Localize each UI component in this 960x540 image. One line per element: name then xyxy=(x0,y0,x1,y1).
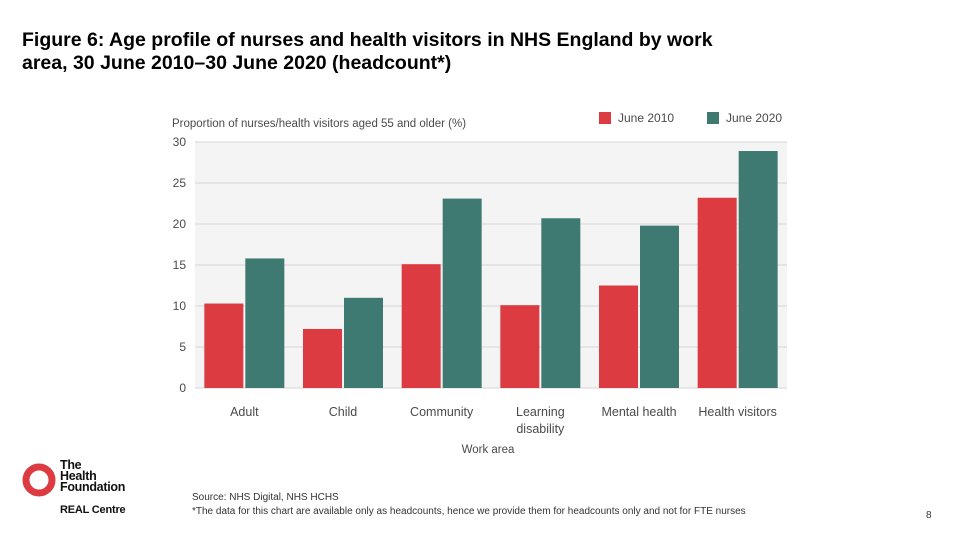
figure-title-line-2: area, 30 June 2010–30 June 2020 (headcou… xyxy=(22,52,452,74)
bars xyxy=(204,151,778,388)
y-axis-label: Proportion of nurses/health visitors age… xyxy=(172,118,466,130)
bar-june-2020-health-visitors xyxy=(738,151,778,388)
legend: June 2010 June 2020 xyxy=(599,111,782,125)
logo-line-3: Foundation xyxy=(60,480,126,494)
x-axis-label: Work area xyxy=(462,444,515,456)
y-tick-label-30: 30 xyxy=(173,135,187,149)
health-foundation-logo: The Health Foundation REAL Centre xyxy=(22,458,142,520)
x-tick-label-child: Child xyxy=(329,405,358,419)
y-tick-label-0: 0 xyxy=(179,381,186,395)
source-note: Source: NHS Digital, NHS HCHS *The data … xyxy=(192,491,746,519)
bar-june-2010-health-visitors xyxy=(697,197,737,388)
y-tick-label-20: 20 xyxy=(173,217,187,231)
bar-june-2020-community xyxy=(442,198,482,388)
y-tick-label-10: 10 xyxy=(173,299,187,313)
legend-label-june-2020: June 2020 xyxy=(726,111,782,125)
legend-label-june-2010: June 2010 xyxy=(618,111,674,125)
bar-chart: 0 5 10 15 20 25 30 Adult Child Community Learning… xyxy=(172,111,787,456)
bar-june-2010-mental-health xyxy=(599,285,638,388)
source-line: Source: NHS Digital, NHS HCHS xyxy=(192,492,339,503)
x-tick-labels: Adult Child Community Learning disability Men… xyxy=(230,405,777,436)
grid-lines xyxy=(195,141,787,389)
y-tick-label-5: 5 xyxy=(179,340,186,354)
y-tick-labels: 0 5 10 15 20 25 30 xyxy=(173,135,187,395)
bar-june-2010-learning-disability xyxy=(500,305,540,388)
x-tick-label-learning-disability-line-2: disability xyxy=(516,422,565,436)
page-number: 8 xyxy=(926,510,932,521)
bar-june-2020-adult xyxy=(245,258,285,388)
figure-title-line-1: Figure 6: Age profile of nurses and heal… xyxy=(22,29,713,51)
y-tick-label-15: 15 xyxy=(173,258,187,272)
x-tick-label-learning-disability: Learning xyxy=(516,405,565,419)
bar-june-2010-child xyxy=(303,328,342,388)
logo-line-2: Health xyxy=(60,469,97,483)
y-tick-label-25: 25 xyxy=(173,176,187,190)
bar-june-2020-learning-disability xyxy=(541,218,581,388)
bar-june-2010-community xyxy=(401,264,441,388)
x-tick-label-adult: Adult xyxy=(230,405,259,419)
logo-line-1: The xyxy=(60,458,82,472)
logo-subtitle: REAL Centre xyxy=(60,504,126,516)
bar-june-2020-child xyxy=(344,297,383,388)
bar-june-2010-adult xyxy=(204,303,244,388)
figure-title: Figure 6: Age profile of nurses and heal… xyxy=(22,29,922,75)
legend-swatch-june-2010 xyxy=(599,112,611,124)
x-tick-label-health-visitors: Health visitors xyxy=(698,405,777,419)
logo-ring-icon xyxy=(22,463,56,497)
footnote-line: *The data for this chart are available o… xyxy=(192,506,746,517)
x-tick-label-mental-health: Mental health xyxy=(601,405,676,419)
legend-swatch-june-2020 xyxy=(707,112,719,124)
x-tick-label-community: Community xyxy=(410,405,474,419)
bar-june-2020-mental-health xyxy=(640,225,679,388)
